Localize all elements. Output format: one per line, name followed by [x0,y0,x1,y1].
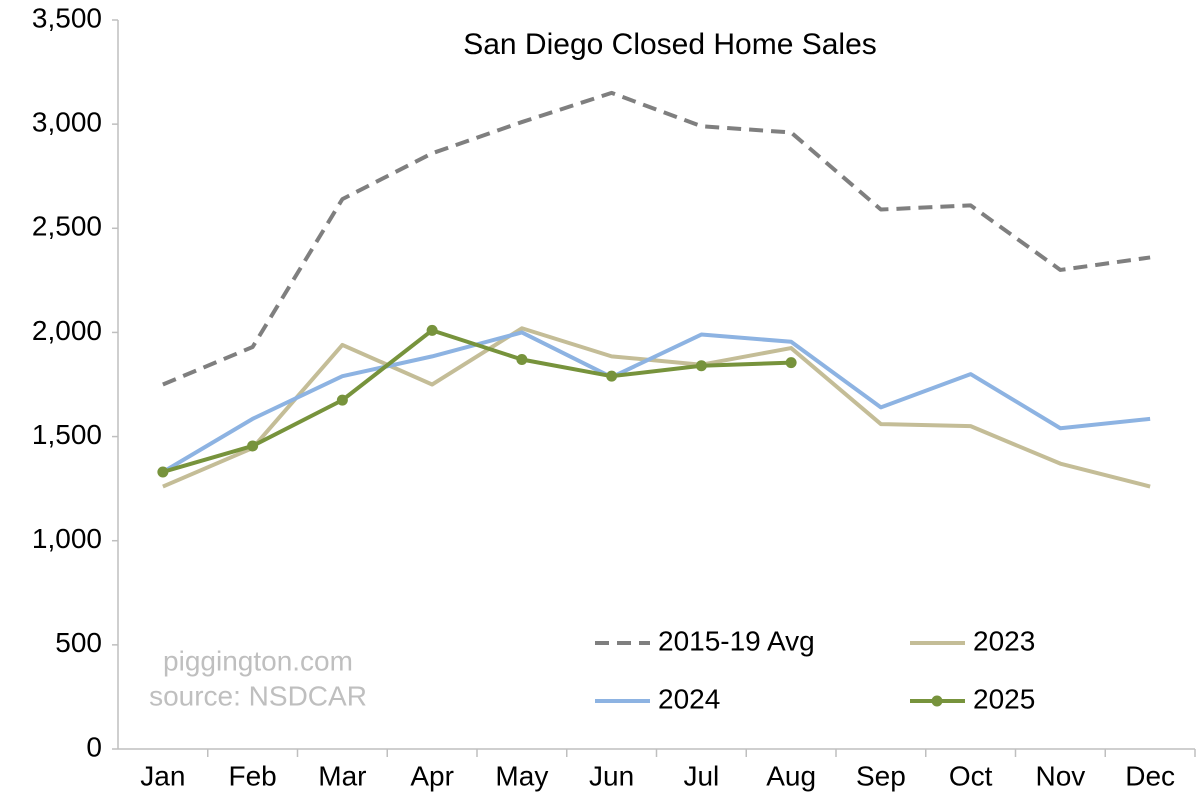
series-marker [426,324,438,336]
y-tick-label: 3,500 [32,2,102,33]
x-tick-label: Sep [856,760,906,791]
watermark: piggington.com [163,645,353,676]
series-marker [695,360,707,372]
x-tick-label: Nov [1035,760,1085,791]
x-tick-label: Jul [683,760,719,791]
y-tick-label: 2,500 [32,211,102,242]
x-tick-label: Aug [766,760,816,791]
legend-label: 2024 [658,683,720,714]
series-line [162,326,1151,489]
legend-label: 2015-19 Avg [658,625,815,656]
series-line [161,330,1151,474]
x-tick-label: Jan [140,760,185,791]
x-tick-label: Oct [949,760,993,791]
series-line [162,90,1151,387]
y-tick-label: 3,000 [32,107,102,138]
series-marker [336,394,348,406]
y-tick-label: 1,000 [32,523,102,554]
series-marker [785,357,797,369]
x-tick-label: Mar [318,760,366,791]
source-note: source: NSDCAR [149,680,367,711]
y-tick-label: 500 [55,627,102,658]
x-tick-label: May [495,760,548,791]
y-tick-label: 2,000 [32,315,102,346]
x-tick-label: Apr [410,760,454,791]
series-marker [157,466,169,478]
legend-label: 2025 [973,683,1035,714]
series-marker [606,370,618,382]
series-marker [247,440,259,452]
x-tick-label: Feb [229,760,277,791]
y-tick-label: 1,500 [32,419,102,450]
legend-label: 2023 [973,625,1035,656]
x-tick-label: Jun [589,760,634,791]
legend-marker [931,695,943,707]
chart-title: San Diego Closed Home Sales [463,28,877,61]
y-tick-label: 0 [86,731,102,762]
series-marker [516,354,528,366]
x-tick-label: Dec [1125,760,1175,791]
series-line [162,328,792,474]
